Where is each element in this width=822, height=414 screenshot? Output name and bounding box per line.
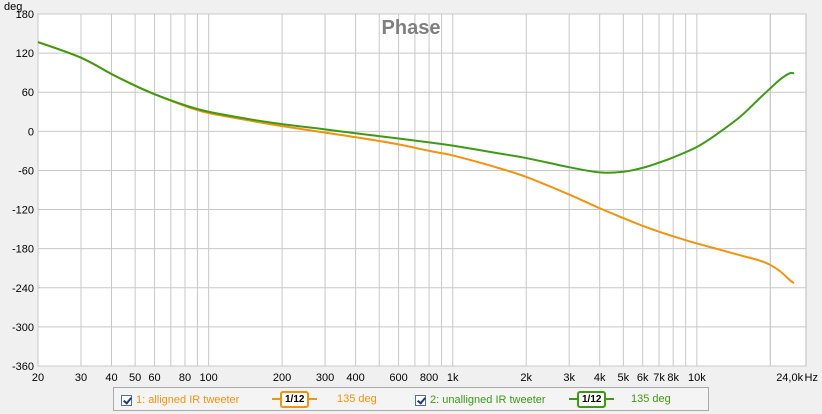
x-tick-label: 5k: [618, 372, 630, 384]
y-tick-label: -60: [18, 165, 34, 177]
x-tick-label: 4k: [594, 372, 606, 384]
x-tick-label: 6k: [637, 372, 649, 384]
y-tick-label: 60: [22, 87, 34, 99]
x-tick-label: 30: [75, 372, 87, 384]
series-1-checkbox[interactable]: [121, 394, 132, 406]
x-tick-label: 100: [199, 372, 217, 384]
series-2-smoothing-badge[interactable]: 1/12: [577, 390, 607, 408]
x-tick-label: 1k: [447, 372, 459, 384]
x-tick-label: 300: [316, 372, 334, 384]
y-tick-label: -360: [12, 361, 34, 373]
y-tick-label: 120: [16, 48, 34, 60]
chart-title: Phase: [382, 17, 441, 39]
x-tick-label: 20: [32, 372, 44, 384]
y-tick-label: -240: [12, 283, 34, 295]
series-2-label: 2: unalligned IR tweeter: [430, 394, 546, 406]
y-tick-label: 0: [28, 126, 34, 138]
x-tick-label: 800: [420, 372, 438, 384]
y-tick-label: 180: [16, 9, 34, 21]
y-axis-label: deg: [4, 1, 22, 13]
plot-area: [37, 13, 807, 367]
x-tick-label: 2k: [520, 372, 532, 384]
series-line-2: [37, 41, 795, 174]
x-tick-label: 3k: [563, 372, 575, 384]
series-2-swatch-left: [569, 398, 577, 400]
series-2-value: 135 deg: [631, 393, 671, 405]
series-1-value: 135 deg: [337, 393, 377, 405]
x-tick-label: 200: [273, 372, 291, 384]
y-tick-label: -120: [12, 205, 34, 217]
x-tick-label: 7k: [653, 372, 665, 384]
x-tick-label: 600: [389, 372, 407, 384]
x-tick-label: 400: [346, 372, 364, 384]
x-tick-label: 80: [179, 372, 191, 384]
x-tick-label: 10k: [688, 372, 706, 384]
legend: 1: alligned IR tweeter 1/12 135 deg 2: u…: [113, 387, 709, 411]
legend-item-2[interactable]: 2: unalligned IR tweeter: [415, 392, 546, 408]
series-1-swatch-right: [309, 398, 318, 400]
x-tick-label: 8k: [667, 372, 679, 384]
series-1-swatch-left: [272, 398, 280, 400]
y-tick-label: -300: [12, 322, 34, 334]
series-2-checkbox[interactable]: [415, 394, 426, 406]
legend-item-1[interactable]: 1: alligned IR tweeter: [121, 392, 239, 408]
x-tick-label: 60: [148, 372, 160, 384]
x-tick-label: 50: [129, 372, 141, 384]
x-tick-label: 40: [105, 372, 117, 384]
x-tick-label: 24,0k: [776, 372, 803, 384]
series-2-smoothing[interactable]: 1/12: [569, 390, 615, 408]
series-1-smoothing-badge[interactable]: 1/12: [280, 390, 310, 408]
series-1-smoothing[interactable]: 1/12: [272, 390, 318, 408]
series-1-label: 1: alligned IR tweeter: [136, 394, 240, 406]
series-2-swatch-right: [606, 398, 615, 400]
y-tick-label: -180: [12, 244, 34, 256]
x-axis-unit: Hz: [805, 372, 818, 384]
